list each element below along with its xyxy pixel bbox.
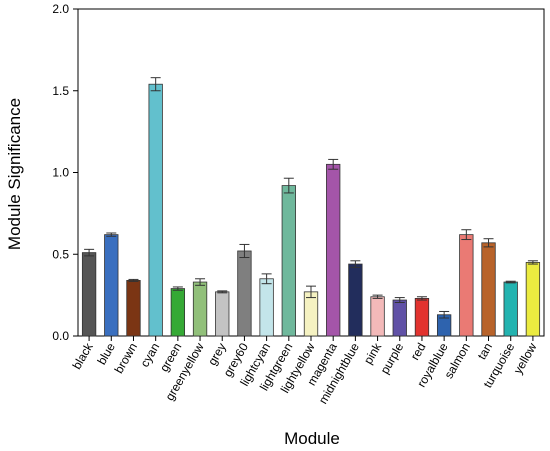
bar-midnightblue [348,263,363,337]
bar-lightgreen [281,185,296,337]
x-tick-label: purple [378,340,407,376]
bar-cyan [148,83,163,337]
x-tick-label: tan [475,341,495,362]
bar-grey60 [237,250,252,337]
bar-purple [392,299,407,337]
bar-brown [126,280,141,337]
bar-grey [215,291,230,337]
bar-red [414,297,430,337]
y-tick-label: 0.5 [52,247,69,261]
bar-turquoise [503,281,518,337]
bar-tan [481,242,496,337]
x-tick-label: yellow [511,340,540,376]
x-tick-label: brown [112,341,140,376]
y-tick-label: 0.0 [52,329,69,343]
bar-yellow [525,262,541,337]
bar-lightcyan [259,278,274,337]
y-tick-label: 2.0 [52,2,69,16]
bar-black [81,252,97,337]
x-axis-title: Module [284,429,340,448]
y-tick-label: 1.0 [52,166,69,180]
bar-pink [370,296,385,337]
bar-green [170,288,186,337]
bar-magenta [326,163,341,337]
plot-area: 0.00.51.01.52.0blackbluebrowncyangreengr… [52,2,545,406]
bar-salmon [459,234,474,337]
y-tick-label: 1.5 [52,84,69,98]
bar-greenyellow [192,281,208,337]
x-tick-label: red [408,341,429,363]
x-tick-label: black [70,340,97,372]
y-axis-title: Module Significance [5,98,24,250]
bar-lightyellow [303,291,319,337]
bar-blue [104,234,119,337]
